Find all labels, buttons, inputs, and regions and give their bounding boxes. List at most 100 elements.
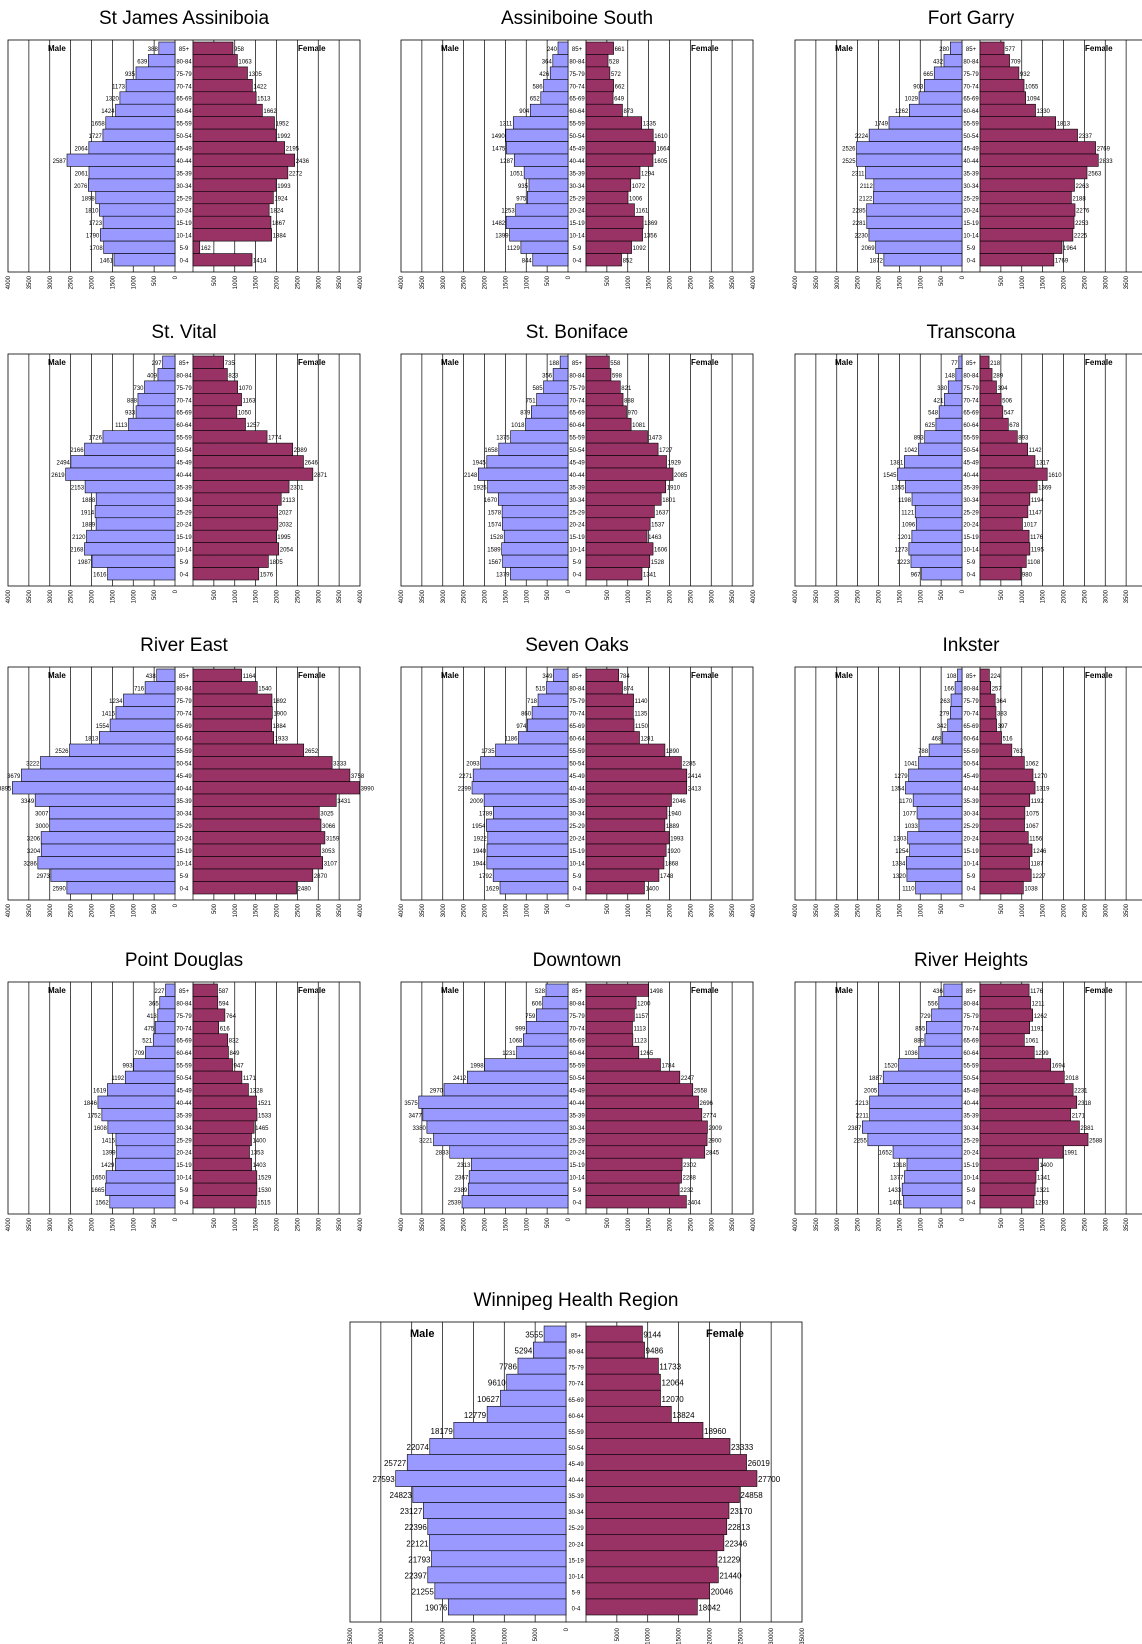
- bar-female: [192, 492, 282, 506]
- value-label-male: 1018: [511, 423, 525, 429]
- age-label: 35-39: [176, 799, 192, 805]
- chart-fort-garry: Fort Garry 4000 3500 3000 2500 2000 1500 1000 50…: [793, 8, 1142, 289]
- bar-female: [585, 1518, 728, 1536]
- bar-male: [868, 128, 963, 142]
- tick-label: 1500: [503, 1217, 509, 1231]
- tick-label: 1500: [647, 275, 653, 289]
- bar-female: [979, 1008, 1033, 1022]
- age-label: 50-54: [569, 1076, 585, 1082]
- tick-label: 1000: [131, 589, 137, 603]
- value-label-female: 2054: [280, 548, 294, 554]
- value-label-male: 426: [539, 72, 550, 78]
- value-label-male: 240: [547, 47, 558, 53]
- bar-female: [192, 996, 219, 1010]
- bar-female: [585, 240, 632, 254]
- bar-male: [107, 1120, 176, 1134]
- bar-female: [192, 393, 242, 407]
- value-label-male: 2061: [75, 171, 89, 177]
- tick-label: 3500: [337, 1217, 343, 1231]
- bar-male: [157, 368, 176, 382]
- bar-male: [480, 756, 569, 770]
- value-label-male: 1567: [488, 560, 502, 566]
- tick-label: 2500: [295, 1217, 301, 1231]
- age-label: 45-49: [176, 461, 192, 467]
- value-label-male: 788: [918, 749, 929, 755]
- value-label-male: 999: [515, 1026, 526, 1032]
- legend-female: Female: [691, 986, 719, 995]
- age-label: 60-64: [176, 1051, 192, 1057]
- value-label-female: 11733: [659, 1363, 681, 1372]
- value-label-male: 652: [530, 97, 541, 103]
- bar-female: [979, 480, 1038, 494]
- tick-label: 500: [545, 275, 551, 286]
- tick-label: 3000: [1103, 1217, 1109, 1231]
- value-label-male: 1945: [472, 461, 486, 467]
- value-label-female: 1694: [1052, 1064, 1066, 1070]
- age-label: 15-19: [568, 1558, 584, 1564]
- legend-female: Female: [298, 671, 326, 680]
- value-label-female: 1211: [1032, 1001, 1046, 1007]
- tick-label: 25000: [410, 1627, 416, 1644]
- value-label-male: 5294: [515, 1347, 533, 1356]
- tick-label: 20000: [707, 1627, 713, 1644]
- value-label-female: 1192: [1031, 799, 1045, 805]
- value-label-male: 330: [937, 386, 948, 392]
- bar-female: [585, 768, 688, 782]
- value-label-female: 1748: [660, 874, 674, 880]
- tick-label: 1000: [233, 589, 239, 603]
- value-label-male: 1033: [905, 824, 919, 830]
- value-label-male: 1173: [112, 84, 126, 90]
- bar-female: [192, 66, 248, 80]
- value-label-female: 1610: [654, 134, 668, 140]
- value-label-male: 1279: [894, 774, 908, 780]
- value-label-female: 1356: [644, 234, 658, 240]
- value-label-male: 1665: [91, 1188, 105, 1194]
- value-label-female: 1884: [273, 234, 287, 240]
- bar-female: [192, 843, 321, 857]
- value-label-male: 521: [142, 1039, 153, 1045]
- bar-male: [499, 881, 569, 895]
- age-label: 80-84: [176, 687, 192, 693]
- age-label: 0-4: [967, 1201, 976, 1207]
- age-label: 20-24: [176, 523, 192, 529]
- bar-male: [157, 1008, 176, 1022]
- tick-label: 15000: [677, 1627, 683, 1644]
- bar-male: [115, 706, 176, 720]
- tick-label: 3000: [1103, 903, 1109, 917]
- age-label: 5-9: [180, 1188, 189, 1194]
- age-label: 5-9: [967, 246, 976, 252]
- value-label-male: 2005: [864, 1089, 878, 1095]
- value-label-female: 1576: [260, 573, 274, 579]
- bar-female: [192, 430, 268, 444]
- value-label-male: 12779: [464, 1411, 487, 1420]
- legend-male: Male: [835, 671, 853, 680]
- age-label: 0-4: [573, 573, 582, 579]
- bar-male: [908, 542, 963, 556]
- bar-male: [502, 554, 569, 568]
- bar-female: [979, 166, 1088, 180]
- bar-female: [979, 41, 1005, 55]
- plot-area: [400, 39, 754, 273]
- value-label-male: 2526: [55, 749, 69, 755]
- value-label-female: 832: [229, 1039, 240, 1045]
- bar-male: [906, 868, 963, 882]
- bar-female: [192, 743, 305, 757]
- age-label: 15-19: [963, 849, 979, 855]
- bar-female: [585, 1470, 758, 1487]
- value-label-male: 1629: [486, 887, 500, 893]
- value-label-male: 1311: [499, 122, 513, 128]
- value-label-female: 1892: [273, 699, 287, 705]
- value-label-male: 1898: [81, 196, 95, 202]
- chart-title: Transcona: [926, 322, 1015, 343]
- bar-male: [433, 1133, 569, 1147]
- value-label-female: 1414: [253, 259, 267, 265]
- legend-female: Female: [706, 1328, 744, 1340]
- bar-male: [40, 843, 176, 857]
- chart-title: Point Douglas: [125, 950, 243, 971]
- value-label-female: 3431: [337, 799, 351, 805]
- bar-female: [585, 1534, 725, 1552]
- bar-male: [49, 818, 176, 832]
- legend-male: Male: [835, 44, 853, 53]
- age-label: 15-19: [963, 535, 979, 541]
- value-label-male: 25727: [384, 1459, 407, 1468]
